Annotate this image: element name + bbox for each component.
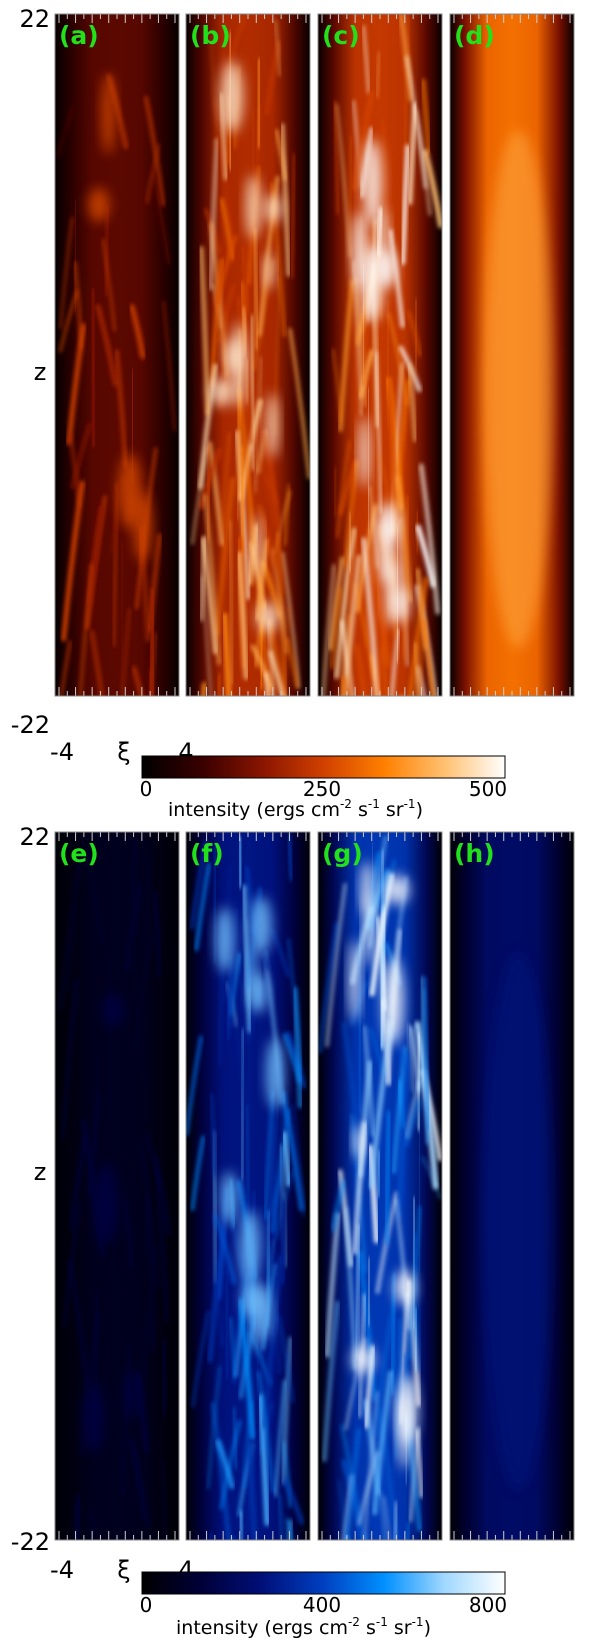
top-cbar-label: intensity (ergs cm-2 s-1 sr-1) [168,797,423,821]
top-cbar-tick-max: 500 [469,777,507,801]
bottom-cbar-tick-max: 800 [469,1593,507,1617]
bottom-cbar-tick-mid: 400 [303,1593,341,1617]
panel-tickmarks [189,832,307,1540]
top-cbar-tick-0: 0 [140,777,153,801]
bottom-xtick-min: -4 [50,1556,74,1584]
bottom-ytick-max: 22 [19,823,50,851]
bottom-xlabel: ξ [117,1556,130,1584]
panel-label: (c) [322,21,360,50]
panel-label: (a) [59,21,99,50]
panel-label: (d) [454,21,495,50]
panel-label: (f) [190,839,224,868]
panel-label: (g) [322,839,363,868]
top-group: 22 -22 z -4 4 ξ (a) (b) (c) (d) 0 250 500 i… [11,5,575,821]
panel-tickmarks [321,832,439,1540]
panel-tickmarks [189,14,307,696]
panel-tickmarks [58,832,176,1540]
panel-label: (h) [454,839,495,868]
top-colorbar [141,755,506,779]
panel-d: (d) [449,13,575,697]
top-ytick-min: -22 [11,711,50,739]
bottom-group: 22 -22 z -4 4 ξ (e) (f) (g) (h) 0 400 800 i… [11,823,575,1639]
top-cbar-tick-mid: 250 [303,777,341,801]
panel-tickmarks [453,832,571,1540]
top-ylabel: z [34,358,47,386]
bottom-colorbar [141,1571,506,1595]
panel-tickmarks [321,14,439,696]
panel-tickmarks [453,14,571,696]
panel-tickmarks [58,14,176,696]
panel-b: (b) [185,13,311,697]
panel-a: (a) [54,13,180,697]
bottom-ylabel: z [34,1158,47,1186]
top-xtick-min: -4 [50,738,74,766]
bottom-cbar-label: intensity (ergs cm-2 s-1 sr-1) [176,1615,431,1639]
bottom-ytick-min: -22 [11,1528,50,1556]
bottom-cbar-tick-0: 0 [140,1593,153,1617]
panel-c: (c) [317,13,443,697]
panel-e: (e) [54,831,180,1541]
panel-label: (e) [59,839,99,868]
top-xlabel: ξ [117,738,130,766]
panel-label: (b) [190,21,231,50]
panel-h: (h) [449,831,575,1541]
top-ytick-max: 22 [19,5,50,33]
panel-f: (f) [185,831,311,1541]
panel-g: (g) [317,831,443,1541]
